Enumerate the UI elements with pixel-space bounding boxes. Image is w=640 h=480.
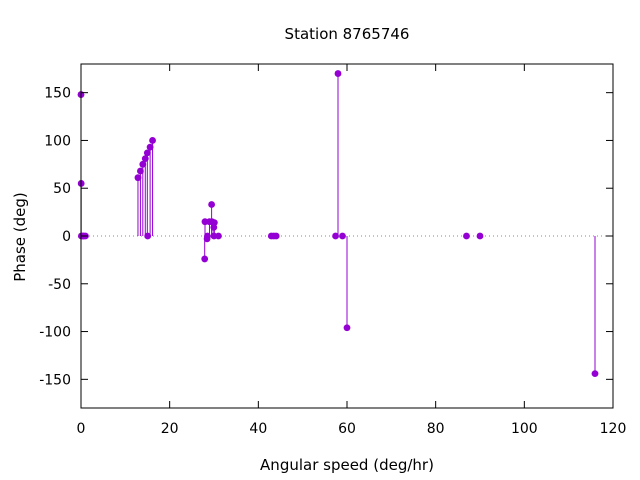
data-point: [334, 70, 342, 77]
data-point: [139, 160, 147, 168]
data-point: [343, 324, 351, 332]
data-point: [201, 255, 209, 263]
data-point: [339, 232, 346, 240]
y-tick-label: 0: [62, 229, 71, 245]
data-point: [272, 232, 280, 240]
data-point: [143, 149, 151, 157]
chart-title: Station 8765746: [285, 25, 410, 43]
data-point: [591, 370, 599, 377]
data-point: [141, 155, 149, 163]
y-tick-label: -150: [39, 372, 71, 388]
data-point: [149, 137, 156, 144]
impulse-lines: [80, 73, 596, 374]
plot-area: [77, 70, 613, 377]
y-tick-label: 100: [44, 133, 71, 149]
data-point: [144, 232, 152, 240]
y-tick-label: -100: [39, 325, 71, 341]
data-point: [203, 232, 211, 240]
data-point: [332, 232, 339, 240]
data-point: [146, 143, 154, 151]
y-axis-label: Phase (deg): [11, 192, 29, 282]
x-tick-label: 20: [161, 421, 179, 437]
data-point: [137, 167, 144, 175]
x-tick-label: 60: [338, 421, 356, 437]
data-point: [476, 232, 484, 240]
data-point: [210, 219, 218, 227]
data-point: [463, 232, 470, 240]
x-axis-label: Angular speed (deg/hr): [260, 456, 434, 474]
data-points: [77, 70, 599, 377]
data-point: [215, 232, 222, 240]
x-tick-label: 40: [249, 421, 267, 437]
tick-labels: 0 20 40 60 80 100 120 -150 -100 -50 0 50 100 150: [39, 86, 626, 437]
x-tick-label: 100: [511, 421, 538, 437]
y-tick-label: 150: [44, 86, 71, 102]
y-tick-label: -50: [48, 277, 71, 293]
data-point: [134, 174, 142, 182]
plot-border: [80, 63, 614, 409]
data-point: [208, 201, 216, 208]
x-tick-label: 80: [427, 421, 445, 437]
x-tick-label: 120: [600, 421, 627, 437]
y-tick-label: 50: [53, 181, 71, 197]
x-tick-label: 0: [77, 421, 86, 437]
